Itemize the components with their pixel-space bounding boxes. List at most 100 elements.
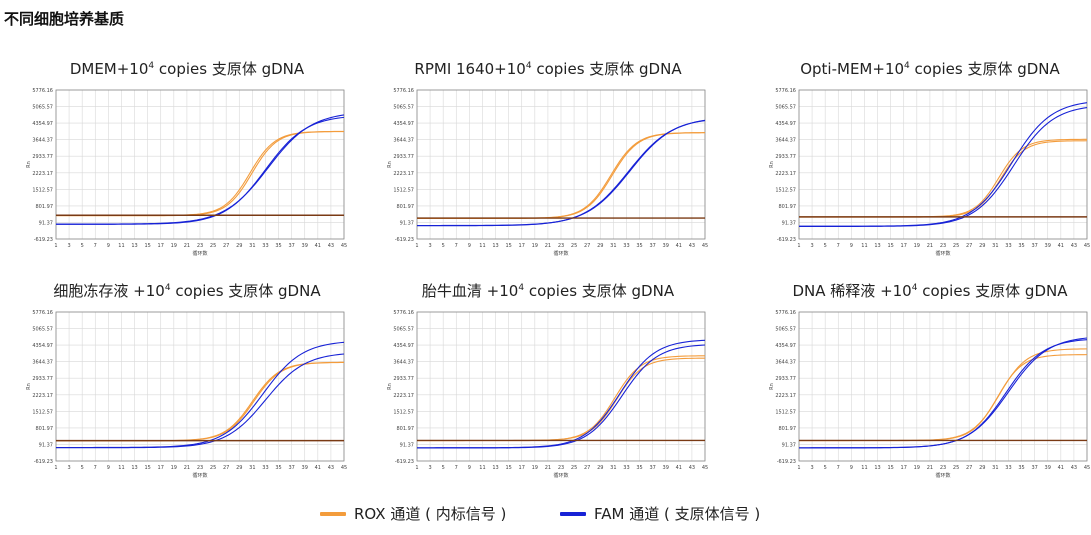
chart-title-main: 细胞冻存液 +10 [53,282,165,300]
x-tick-label: 23 [940,243,946,249]
x-tick-label: 29 [597,243,603,249]
y-tick-label: 5776.16 [775,310,796,316]
x-tick-label: 23 [940,465,946,471]
chart-title-exponent: 4 [518,283,525,293]
x-tick-label: 5 [824,243,827,249]
chart-title: 细胞冻存液 +104 copies 支原体 gDNA [22,280,352,301]
x-axis-label: 循环数 [192,472,207,479]
y-tick-label: 801.97 [36,204,54,210]
x-tick-label: 23 [558,243,564,249]
x-tick-label: 39 [1045,465,1051,471]
x-tick-label: 1 [54,465,57,471]
x-tick-label: 7 [94,243,97,249]
chart-svg: 5776.16 5065.57 4354.97 3644.37 2933.77 2223.… [387,88,708,257]
x-tick-label: 41 [676,243,682,249]
x-tick-label: 3 [810,465,813,471]
y-tick-label: 5776.16 [393,88,414,94]
x-tick-label: 43 [1071,465,1077,471]
x-tick-label: 9 [107,465,110,471]
x-tick-label: 37 [1031,243,1037,249]
x-tick-label: 39 [302,465,308,471]
chart-title: Opti-MEM+104 copies 支原体 gDNA [765,58,1091,79]
x-tick-label: 29 [597,465,603,471]
x-tick-label: 45 [1084,243,1090,249]
y-tick-label: -619.23 [34,459,53,465]
x-tick-label: 25 [953,243,959,249]
x-tick-label: 37 [1031,465,1037,471]
y-tick-label: 2933.77 [775,376,796,382]
y-tick-label: 3644.37 [32,138,53,144]
x-tick-label: 29 [979,465,985,471]
y-tick-label: 2933.77 [775,154,796,160]
y-tick-label: 2223.17 [32,171,53,177]
x-tick-label: 19 [171,243,177,249]
x-tick-label: 15 [505,243,511,249]
x-tick-label: 1 [797,465,800,471]
x-tick-label: 25 [210,243,216,249]
y-tick-label: -619.23 [777,237,796,243]
chart-title: 胎牛血清 +104 copies 支原体 gDNA [383,280,713,301]
x-tick-label: 27 [966,243,972,249]
y-tick-label: 801.97 [36,426,54,432]
y-tick-label: 91.37 [782,220,796,226]
chart-title-suffix: copies 支原体 gDNA [154,60,305,78]
fam-curve [799,339,1088,449]
plot-frame [798,311,1088,462]
x-tick-label: 27 [223,465,229,471]
x-tick-label: 11 [861,465,867,471]
chart-title-main: DMEM+10 [69,60,149,78]
y-tick-label: 4354.97 [32,121,53,127]
y-tick-label: 4354.97 [775,121,796,127]
y-tick-label: 3644.37 [393,360,414,366]
y-tick-label: 2223.17 [393,171,414,177]
y-tick-label: 1512.57 [32,409,53,415]
y-tick-label: 91.37 [400,220,414,226]
x-tick-label: 33 [1005,465,1011,471]
x-tick-label: 7 [455,465,458,471]
y-axis-label: Rn [26,161,32,168]
x-tick-label: 23 [558,465,564,471]
x-tick-label: 39 [1045,243,1051,249]
chart-panel-fbs: 胎牛血清 +104 copies 支原体 gDNA 5776.16 5065.57 4… [383,280,713,495]
y-axis-label: Rn [387,383,393,390]
x-tick-label: 35 [636,465,642,471]
y-tick-label: 4354.97 [775,343,796,349]
x-tick-label: 31 [992,243,998,249]
x-tick-label: 41 [315,243,321,249]
chart-svg: 5776.16 5065.57 4354.97 3644.37 2933.77 2223.… [26,88,347,257]
y-tick-label: 4354.97 [32,343,53,349]
x-tick-label: 45 [702,243,708,249]
x-axis-label: 循环数 [935,472,950,479]
chart-title-suffix: copies 支原体 gDNA [917,282,1068,300]
x-tick-label: 13 [131,243,137,249]
x-tick-label: 1 [54,243,57,249]
chart-title-exponent: 4 [164,283,171,293]
chart-panel-cryo: 细胞冻存液 +104 copies 支原体 gDNA 5776.16 5065.57… [22,280,352,495]
y-tick-label: 91.37 [400,442,414,448]
y-axis-label: Rn [387,161,393,168]
x-tick-label: 39 [663,465,669,471]
x-tick-label: 9 [850,465,853,471]
legend-label-rox: ROX 通道 ( 内标信号 ) [354,505,507,523]
x-tick-label: 17 [901,243,907,249]
chart-title-exponent: 4 [525,61,532,71]
y-tick-label: 801.97 [397,426,415,432]
x-axis-label: 循环数 [192,250,207,257]
x-tick-label: 43 [1071,243,1077,249]
x-tick-label: 33 [262,465,268,471]
x-tick-label: 19 [914,243,920,249]
x-tick-label: 43 [689,243,695,249]
x-axis-label: 循环数 [553,472,568,479]
chart-title-exponent: 4 [904,61,910,71]
plot-frame [416,311,706,462]
x-tick-label: 31 [249,465,255,471]
x-tick-label: 9 [850,243,853,249]
chart-svg: 5776.16 5065.57 4354.97 3644.37 2933.77 2223.… [769,310,1090,479]
x-tick-label: 41 [676,465,682,471]
y-tick-label: -619.23 [395,237,414,243]
y-tick-label: 2223.17 [32,393,53,399]
x-tick-label: 15 [505,465,511,471]
x-tick-label: 27 [223,243,229,249]
page-title: 不同细胞培养基质 [4,10,125,28]
x-tick-label: 17 [158,465,164,471]
